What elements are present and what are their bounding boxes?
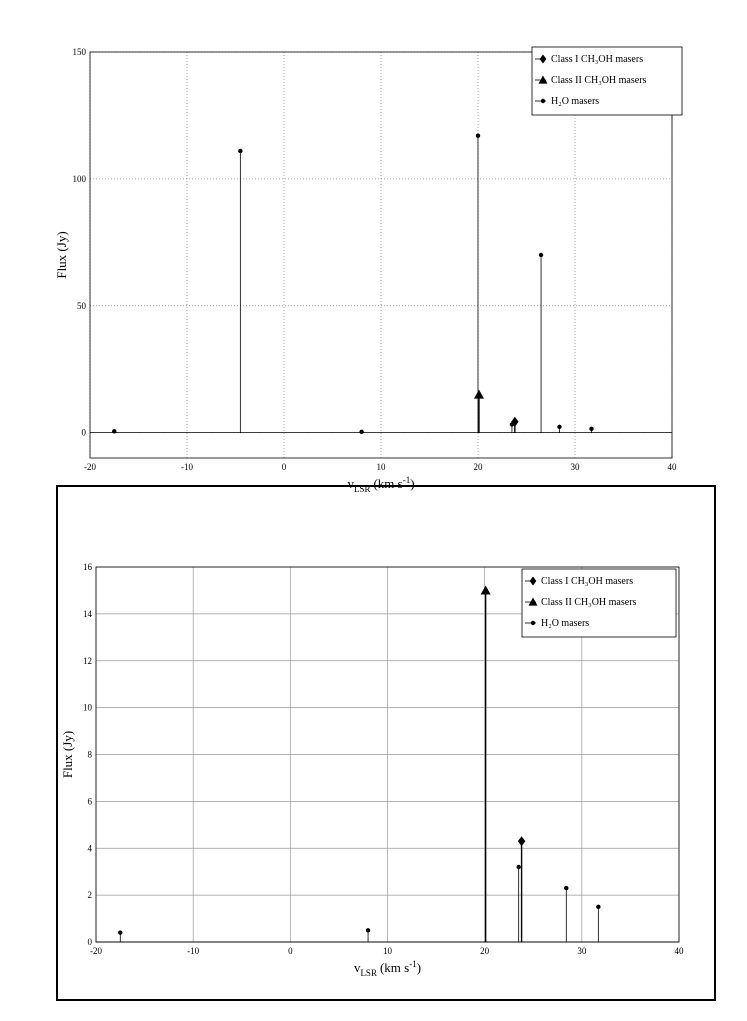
- triangle-marker: [473, 389, 484, 399]
- x-label-unit: (km s: [380, 960, 409, 975]
- y-tick-label: 6: [88, 796, 93, 806]
- diamond-marker: [539, 54, 547, 64]
- y-tick-label: 14: [83, 609, 93, 619]
- x-label-close: ): [417, 960, 421, 975]
- legend-box: [521, 568, 677, 638]
- dot-marker: [475, 133, 481, 138]
- x-label-unit: (km s: [373, 476, 402, 491]
- y-tick-label: 2: [88, 890, 93, 900]
- dot-marker: [118, 930, 123, 935]
- y-tick-label: 100: [73, 174, 87, 184]
- x-tick-label: -10: [181, 462, 193, 472]
- dot-marker: [589, 426, 594, 432]
- y-tick-label: 0: [82, 428, 87, 438]
- y-tick-label: 16: [83, 562, 93, 572]
- x-label-base: v: [347, 476, 354, 491]
- x-label-sub: LSR: [354, 484, 371, 494]
- x-label-sub: LSR: [360, 968, 377, 978]
- y-tick-label: 8: [88, 750, 93, 760]
- plot-frame: [89, 51, 673, 459]
- triangle-marker: [480, 585, 491, 595]
- x-tick-label: 10: [383, 946, 393, 956]
- legend-label: H₂O masers: [551, 96, 599, 107]
- y-tick-label: 4: [88, 843, 93, 853]
- legend-label: Class II CH₃OH masers: [551, 75, 647, 86]
- x-tick-label: 0: [288, 946, 293, 956]
- dot-marker: [238, 148, 243, 154]
- x-tick-label: 40: [668, 462, 678, 472]
- x-tick-label: 30: [571, 462, 581, 472]
- triangle-marker: [528, 597, 538, 606]
- x-tick-label: 40: [675, 946, 685, 956]
- x-label-close: ): [410, 476, 414, 491]
- legend-box: [531, 46, 683, 116]
- y-tick-label: 0: [88, 937, 93, 947]
- x-label-sup: -1: [403, 475, 411, 485]
- dot-marker: [359, 429, 364, 435]
- diamond-marker: [517, 836, 526, 847]
- legend-label: Class I CH₃OH masers: [551, 54, 643, 65]
- x-label-base: v: [354, 960, 361, 975]
- dot-marker: [540, 98, 546, 104]
- plot-frame: [95, 566, 680, 943]
- x-tick-label: -20: [90, 946, 102, 956]
- dot-marker: [509, 422, 515, 427]
- y-axis-label: Flux (Jy): [54, 231, 69, 278]
- x-label-sup: -1: [409, 959, 417, 969]
- x-tick-label: 20: [474, 462, 484, 472]
- legend-label: Class II CH₃OH masers: [541, 597, 637, 608]
- x-tick-label: -20: [84, 462, 96, 472]
- dot-marker: [564, 885, 569, 891]
- dot-marker: [530, 620, 536, 626]
- x-axis-label: vLSR (km s-1): [347, 475, 414, 494]
- x-tick-label: 10: [377, 462, 387, 472]
- dot-marker: [112, 429, 117, 434]
- x-tick-label: -10: [187, 946, 199, 956]
- x-axis-label: vLSR (km s-1): [354, 959, 421, 978]
- y-axis-label: Flux (Jy): [60, 731, 75, 778]
- dot-marker: [557, 424, 562, 429]
- dot-marker: [538, 252, 544, 258]
- y-tick-label: 50: [77, 301, 87, 311]
- x-tick-label: 20: [480, 946, 490, 956]
- dot-marker: [365, 928, 371, 933]
- x-tick-label: 0: [282, 462, 287, 472]
- y-tick-label: 150: [73, 47, 87, 57]
- triangle-marker: [538, 75, 548, 84]
- x-tick-label: 30: [577, 946, 587, 956]
- legend-label: H₂O masers: [541, 618, 589, 629]
- diamond-marker: [529, 576, 537, 586]
- panel-border: [56, 485, 716, 1001]
- dot-marker: [516, 864, 521, 870]
- dot-marker: [596, 904, 601, 910]
- y-tick-label: 12: [83, 656, 92, 666]
- legend-label: Class I CH₃OH masers: [541, 576, 633, 587]
- y-tick-label: 10: [83, 703, 93, 713]
